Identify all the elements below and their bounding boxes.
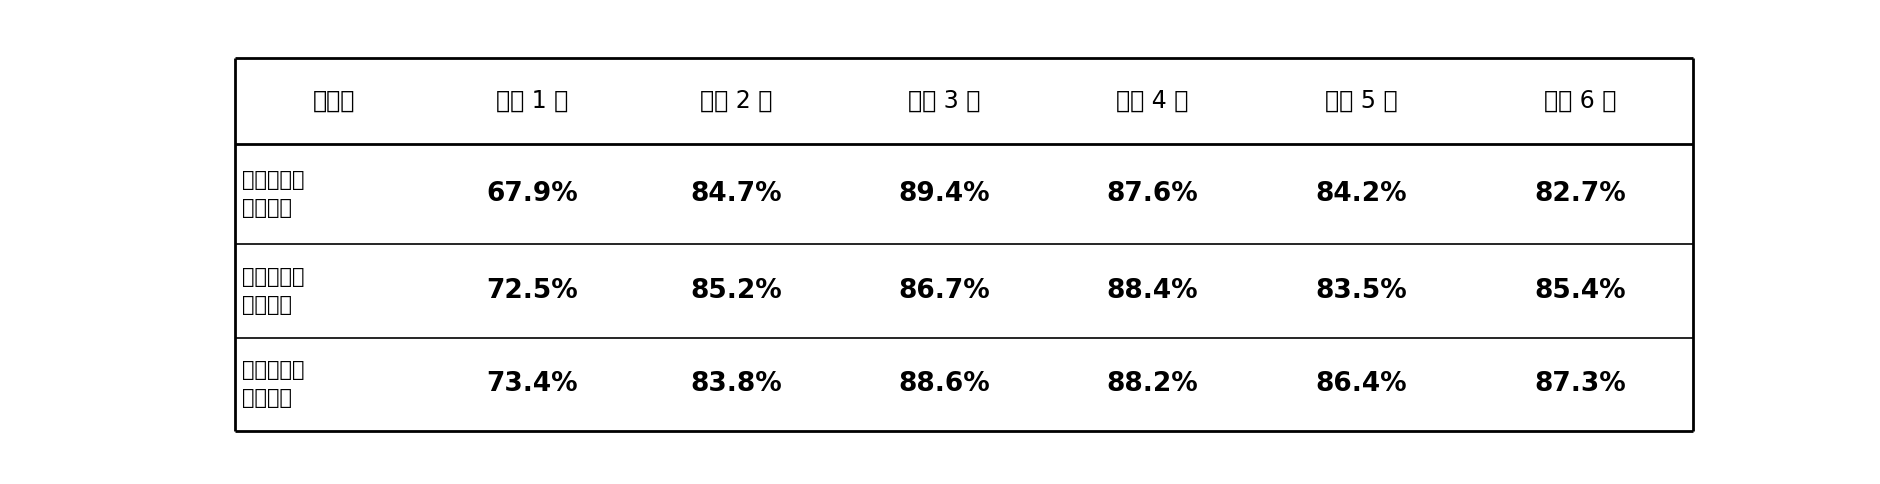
Text: 三次收获有
机硒占比: 三次收获有 机硒占比 <box>243 360 305 408</box>
Text: 73.4%: 73.4% <box>485 371 577 397</box>
Text: 88.4%: 88.4% <box>1105 278 1198 304</box>
Text: 86.7%: 86.7% <box>899 278 989 304</box>
Text: 实验 5 号: 实验 5 号 <box>1324 89 1397 113</box>
Text: 一次收获有
机硒占比: 一次收获有 机硒占比 <box>243 170 305 218</box>
Text: 88.6%: 88.6% <box>899 371 989 397</box>
Text: 实验 3 号: 实验 3 号 <box>908 89 979 113</box>
Text: 72.5%: 72.5% <box>485 278 577 304</box>
Text: 86.4%: 86.4% <box>1314 371 1406 397</box>
Text: 85.2%: 85.2% <box>690 278 782 304</box>
Text: 实验 1 号: 实验 1 号 <box>496 89 568 113</box>
Text: 82.7%: 82.7% <box>1534 181 1624 207</box>
Text: 88.2%: 88.2% <box>1105 371 1198 397</box>
Text: 83.5%: 83.5% <box>1314 278 1406 304</box>
Text: 84.2%: 84.2% <box>1314 181 1406 207</box>
Text: 83.8%: 83.8% <box>690 371 782 397</box>
Text: 实验组: 实验组 <box>312 89 355 113</box>
Text: 实验 2 号: 实验 2 号 <box>699 89 771 113</box>
Text: 实验 4 号: 实验 4 号 <box>1115 89 1188 113</box>
Text: 实验 6 号: 实验 6 号 <box>1543 89 1615 113</box>
Text: 67.9%: 67.9% <box>485 181 577 207</box>
Text: 二次收获有
机硒占比: 二次收获有 机硒占比 <box>243 267 305 315</box>
Text: 85.4%: 85.4% <box>1534 278 1624 304</box>
Text: 87.3%: 87.3% <box>1534 371 1624 397</box>
Text: 87.6%: 87.6% <box>1105 181 1198 207</box>
Text: 89.4%: 89.4% <box>899 181 989 207</box>
Text: 84.7%: 84.7% <box>690 181 782 207</box>
